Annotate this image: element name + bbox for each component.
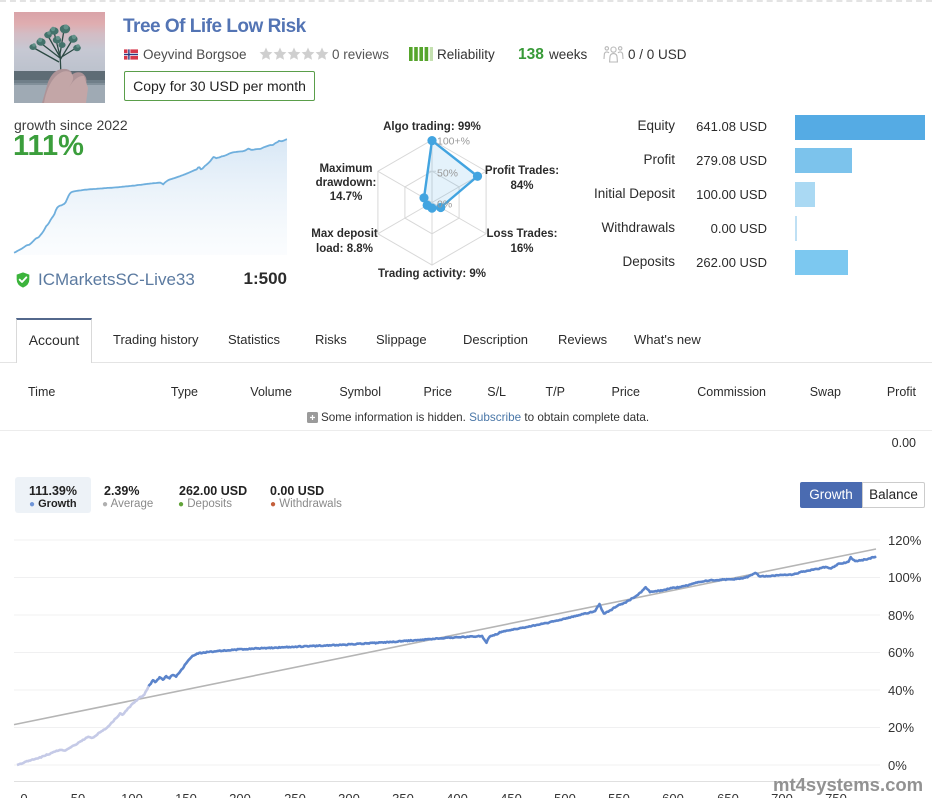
svg-text:300: 300 <box>338 791 360 798</box>
svg-text:80%: 80% <box>888 608 914 623</box>
svg-text:500: 500 <box>554 791 576 798</box>
svg-text:750: 750 <box>825 791 847 798</box>
svg-text:200: 200 <box>229 791 251 798</box>
svg-text:550: 550 <box>608 791 630 798</box>
svg-text:100: 100 <box>121 791 143 798</box>
svg-text:250: 250 <box>284 791 306 798</box>
svg-text:350: 350 <box>392 791 414 798</box>
svg-text:50: 50 <box>71 791 85 798</box>
svg-text:0: 0 <box>20 791 27 798</box>
svg-text:0%: 0% <box>437 199 452 211</box>
svg-text:50%: 50% <box>437 168 458 180</box>
svg-text:40%: 40% <box>888 683 914 698</box>
svg-text:150: 150 <box>175 791 197 798</box>
svg-text:60%: 60% <box>888 645 914 660</box>
svg-text:20%: 20% <box>888 720 914 735</box>
svg-text:700: 700 <box>771 791 793 798</box>
svg-text:120%: 120% <box>888 533 922 548</box>
svg-text:600: 600 <box>662 791 684 798</box>
svg-text:650: 650 <box>717 791 739 798</box>
svg-text:450: 450 <box>500 791 522 798</box>
svg-text:0%: 0% <box>888 758 907 773</box>
svg-text:400: 400 <box>446 791 468 798</box>
svg-text:100%: 100% <box>888 570 922 585</box>
svg-text:100+%: 100+% <box>437 136 470 148</box>
